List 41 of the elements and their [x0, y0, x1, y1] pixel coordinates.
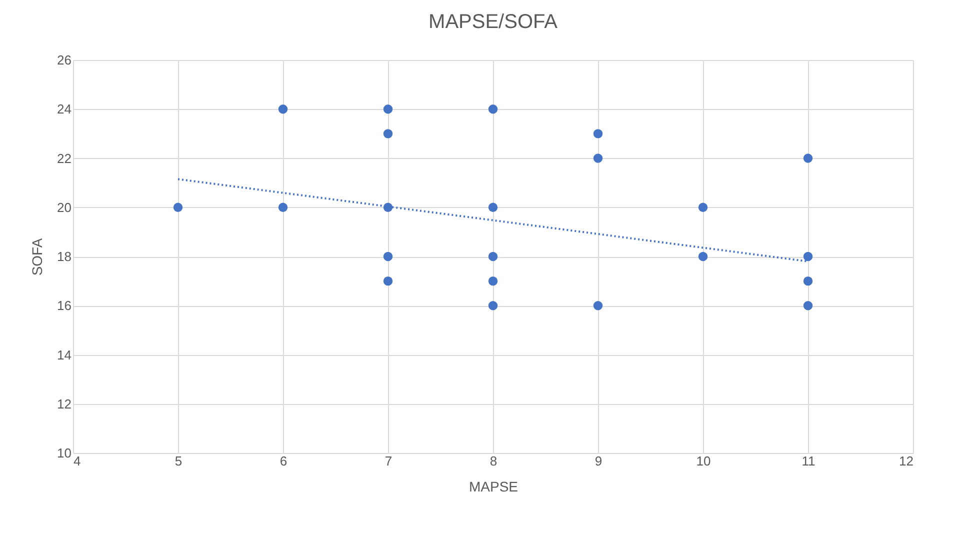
- y-tick-label: 12: [57, 396, 72, 412]
- x-tick-label: 7: [384, 454, 392, 468]
- x-tick-label: 9: [594, 454, 602, 468]
- point: [383, 104, 393, 114]
- point: [488, 202, 498, 212]
- point: [278, 104, 288, 114]
- x-tick-label: 11: [802, 454, 816, 468]
- point: [593, 154, 603, 163]
- y-tick-label: 20: [57, 200, 72, 215]
- y-tick-label: 26: [57, 52, 72, 68]
- point: [803, 154, 813, 163]
- x-tick-label: 8: [490, 454, 498, 468]
- y-tick-label: 24: [57, 102, 72, 117]
- x-tick-label: 5: [174, 454, 182, 468]
- point: [383, 276, 393, 286]
- point: [383, 252, 393, 262]
- y-tick-label: 22: [57, 150, 72, 166]
- x-axis-title: MAPSE: [468, 478, 518, 494]
- y-axis-title: SOFA: [29, 238, 46, 276]
- point: [803, 276, 813, 286]
- point: [698, 202, 708, 212]
- point: [488, 104, 498, 114]
- y-tick-label: 16: [57, 298, 72, 314]
- point: [803, 252, 813, 262]
- point: [593, 301, 603, 310]
- point: [488, 252, 498, 262]
- x-tick-label: 6: [280, 454, 288, 468]
- point: [803, 301, 813, 310]
- point: [488, 276, 498, 286]
- x-tick-label: 10: [696, 454, 711, 468]
- y-tick-label: 14: [57, 347, 72, 362]
- point: [278, 202, 288, 212]
- point: [383, 129, 393, 138]
- chart-title: MAPSE/SOFA: [428, 11, 558, 33]
- x-tick-label: 4: [74, 454, 81, 468]
- y-tick-label: 18: [57, 249, 72, 264]
- point: [173, 202, 183, 212]
- point: [593, 129, 603, 138]
- point: [698, 252, 708, 262]
- point: [488, 301, 498, 310]
- x-tick-label: 12: [899, 454, 914, 468]
